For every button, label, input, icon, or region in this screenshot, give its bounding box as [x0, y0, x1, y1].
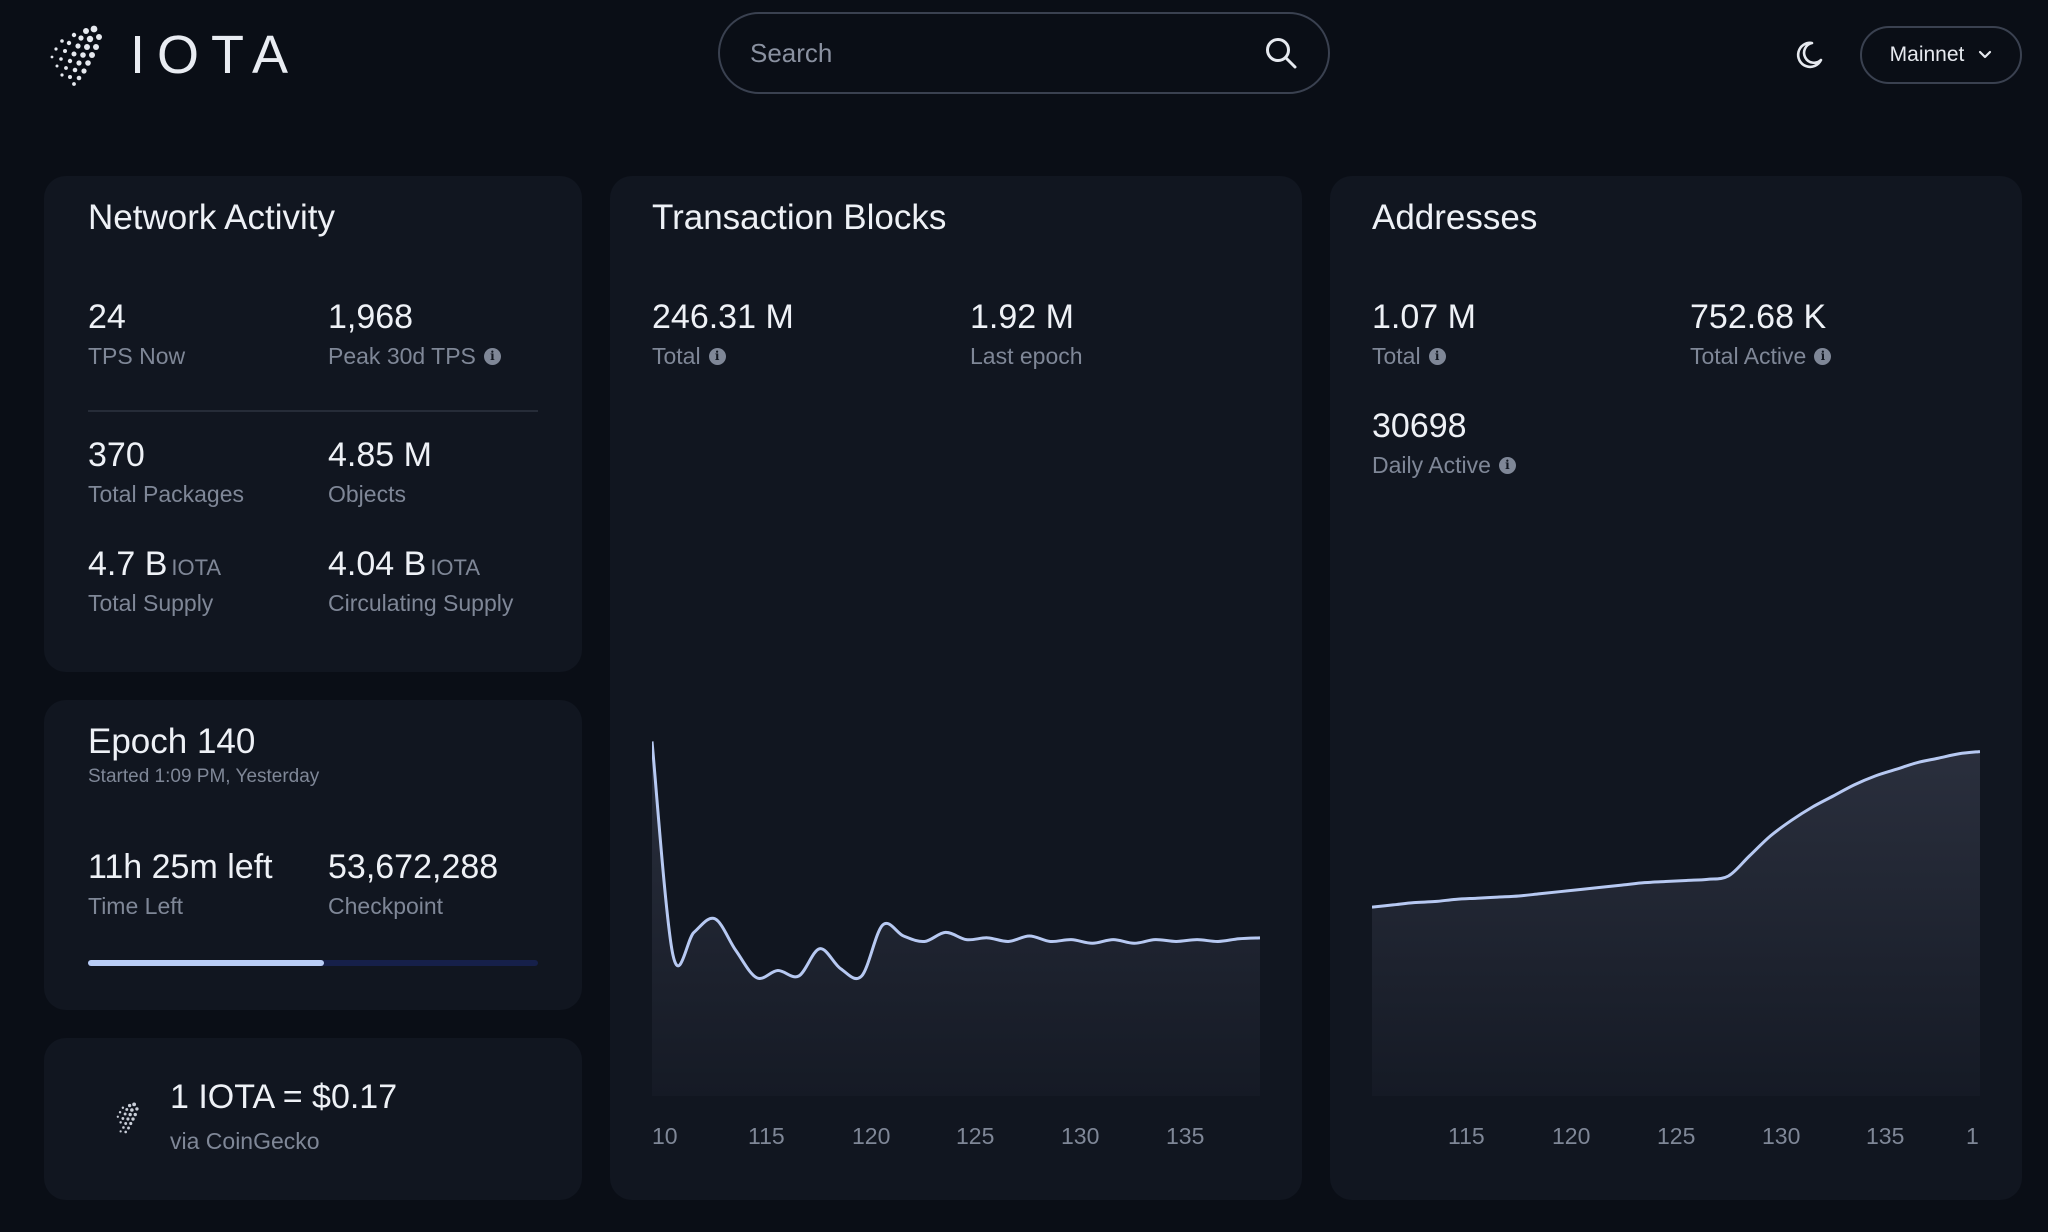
info-icon[interactable] — [1814, 348, 1832, 365]
epoch-title: Epoch 140 — [88, 722, 256, 761]
chart-area-fill — [1372, 751, 1980, 1096]
logo-text: IOTA — [130, 25, 301, 85]
x-tick-label: 120 — [1552, 1123, 1590, 1149]
checkpoint-stat: 53,672,288 Checkpoint — [328, 848, 498, 920]
stat-value: 4.04 B — [328, 545, 427, 583]
header: IOTA Mainnet — [0, 0, 2048, 120]
time-left-stat: 11h 25m left Time Left — [88, 848, 273, 920]
chart-series-line — [1372, 750, 1980, 909]
x-tick-label: 135 — [1866, 1123, 1904, 1149]
stat-value: 1.92 M — [970, 298, 1074, 336]
card-title: Network Activity — [88, 198, 335, 237]
search-input[interactable] — [748, 36, 1232, 70]
stat-unit: IOTA — [171, 555, 222, 580]
stat-value: 53,672,288 — [328, 848, 499, 886]
card-title: Transaction Blocks — [652, 198, 947, 237]
addr-daily-active-stat: 30698 Daily Active — [1372, 407, 1516, 479]
stat-label: Circulating Supply — [328, 590, 514, 616]
stat-label: Time Left — [88, 893, 184, 919]
stat-unit: IOTA — [430, 555, 481, 580]
epoch-progress-track — [88, 960, 538, 966]
x-tick-label: 1 — [1966, 1123, 1979, 1149]
stat-label: Objects — [328, 481, 406, 507]
epoch-started: Started 1:09 PM, Yesterday — [88, 766, 320, 787]
stat-value: 1,968 — [328, 298, 414, 336]
tps-now-stat: 24 TPS Now — [88, 298, 185, 370]
tx-total-stat: 246.31 M Total — [652, 298, 794, 370]
stat-label: Checkpoint — [328, 893, 444, 919]
tx-last-epoch-stat: 1.92 M Last epoch — [970, 298, 1083, 370]
total-supply-stat: 4.7 B IOTA Total Supply — [88, 545, 221, 617]
stat-label: Peak 30d TPS — [328, 343, 476, 369]
epoch-progress-fill — [88, 960, 325, 966]
x-tick-label: 125 — [956, 1123, 994, 1149]
network-select[interactable]: Mainnet — [1860, 26, 2022, 84]
stat-value: 1.07 M — [1372, 298, 1476, 336]
info-icon[interactable] — [708, 348, 726, 365]
transaction-blocks-chart[interactable]: 10 115 120 125 130 135 — [652, 696, 1260, 1176]
stat-label: Total Packages — [88, 481, 244, 507]
logo[interactable]: IOTA — [44, 20, 300, 90]
chart-area-fill — [652, 741, 1260, 1096]
addresses-card: Addresses 1.07 M Total 752.68 K Total Ac… — [1330, 176, 2022, 1200]
x-tick-label: 120 — [852, 1123, 890, 1149]
network-activity-card: Network Activity 24 TPS Now 1,968 Peak 3… — [44, 176, 582, 672]
info-icon[interactable] — [1428, 348, 1446, 365]
transaction-blocks-card: Transaction Blocks 246.31 M Total 1.92 M… — [610, 176, 1302, 1200]
peak-tps-stat: 1,968 Peak 30d TPS — [328, 298, 501, 370]
objects-stat: 4.85 M Objects — [328, 436, 432, 508]
divider — [88, 410, 538, 412]
search-bar[interactable] — [718, 12, 1330, 94]
addr-total-active-stat: 752.68 K Total Active — [1690, 298, 1832, 370]
stat-value: 752.68 K — [1690, 298, 1827, 336]
stat-value: 4.7 B — [88, 545, 168, 583]
info-icon[interactable] — [1498, 457, 1516, 474]
x-tick-label: 125 — [1657, 1123, 1695, 1149]
x-tick-label: 115 — [748, 1123, 785, 1149]
stat-value: 370 — [88, 436, 145, 474]
stat-label: Daily Active — [1372, 452, 1491, 478]
stat-label: Total Active — [1690, 343, 1807, 369]
x-tick-label: 115 — [1448, 1123, 1485, 1149]
stat-value: 11h 25m left — [88, 848, 273, 886]
stat-value: 30698 — [1372, 407, 1467, 445]
moon-icon[interactable] — [1792, 38, 1826, 72]
epoch-card: Epoch 140 Started 1:09 PM, Yesterday 11h… — [44, 700, 582, 1010]
x-tick-label: 130 — [1762, 1123, 1800, 1149]
addresses-chart[interactable]: 115 120 125 130 135 1 — [1372, 696, 1980, 1176]
iota-logo-icon — [50, 25, 102, 86]
x-tick-label: 130 — [1061, 1123, 1099, 1149]
total-packages-stat: 370 Total Packages — [88, 436, 244, 508]
stat-label: TPS Now — [88, 343, 186, 369]
price-text: 1 IOTA = $0.17 — [170, 1078, 398, 1116]
card-title: Addresses — [1372, 198, 1538, 237]
price-source[interactable]: via CoinGecko — [170, 1128, 320, 1154]
iota-coin-icon — [116, 1102, 139, 1134]
info-icon[interactable] — [483, 348, 501, 365]
addr-total-stat: 1.07 M Total — [1372, 298, 1476, 370]
stat-label: Total — [1372, 343, 1421, 369]
chevron-down-icon — [1979, 50, 1992, 59]
x-tick-label: 10 — [652, 1123, 678, 1149]
stat-value: 24 — [88, 298, 126, 336]
chart-series-line — [652, 741, 1260, 981]
stat-label: Total — [652, 343, 701, 369]
stat-value: 246.31 M — [652, 298, 794, 336]
network-label: Mainnet — [1889, 43, 1965, 66]
x-tick-label: 135 — [1166, 1123, 1204, 1149]
stat-label: Last epoch — [970, 343, 1083, 369]
search-icon[interactable] — [1264, 36, 1298, 70]
stat-value: 4.85 M — [328, 436, 432, 474]
stat-label: Total Supply — [88, 590, 214, 616]
circulating-supply-stat: 4.04 B IOTA Circulating Supply — [328, 545, 513, 617]
price-card: 1 IOTA = $0.17 via CoinGecko — [44, 1038, 582, 1200]
